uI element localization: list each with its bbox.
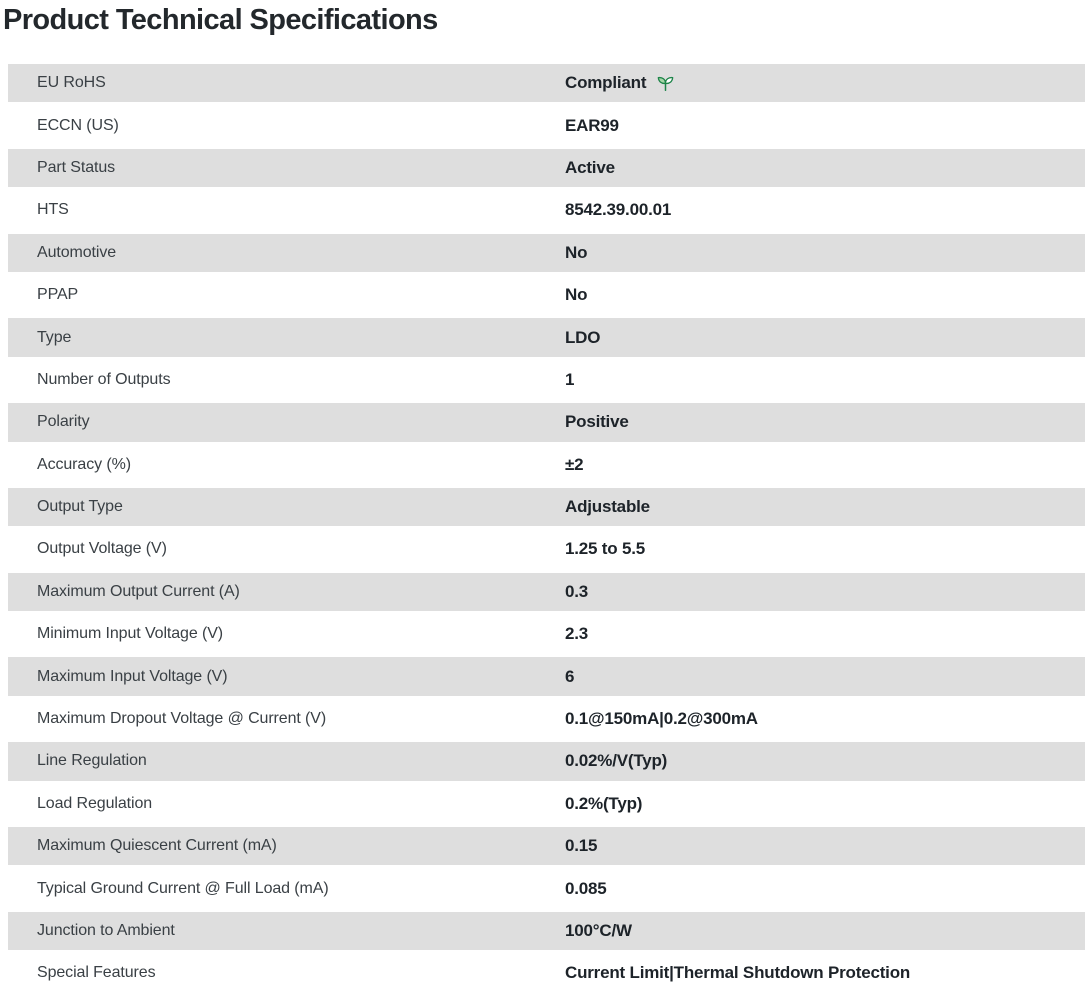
spec-label: Special Features: [37, 964, 156, 982]
spec-label: Typical Ground Current @ Full Load (mA): [37, 879, 329, 897]
spec-label: Load Regulation: [37, 794, 153, 812]
spec-label: Line Regulation: [37, 752, 147, 770]
spec-value: 1: [565, 370, 1085, 390]
spec-value-text: 1.25 to 5.5: [565, 539, 646, 559]
spec-row: Load Regulation 0.2%(Typ): [8, 782, 1085, 826]
spec-row: Typical Ground Current @ Full Load (mA) …: [8, 867, 1085, 910]
spec-value-text: 0.15: [565, 836, 598, 856]
page-title: Product Technical Specifications: [3, 4, 438, 36]
spec-value: 1.25 to 5.5: [565, 539, 1085, 559]
spec-value: 0.2%(Typ): [565, 794, 1085, 814]
spec-row: Minimum Input Voltage (V) 2.3: [8, 613, 1085, 656]
spec-row: HTS 8542.39.00.01: [8, 189, 1085, 232]
spec-value-text: 0.085: [565, 878, 607, 898]
spec-row: Output Type Adjustable: [8, 485, 1085, 529]
spec-row: Automotive No: [8, 231, 1085, 274]
spec-table: EU RoHS Compliant ECCN (US) EAR99 Part S…: [0, 62, 1085, 995]
spec-row: Part Status Active: [8, 146, 1085, 190]
spec-value-text: 2.3: [565, 624, 589, 644]
spec-value: No: [565, 285, 1085, 305]
spec-label: Maximum Output Current (A): [37, 582, 240, 600]
spec-value: 8542.39.00.01: [565, 200, 1085, 220]
spec-label: Minimum Input Voltage (V): [37, 625, 224, 643]
eco-leaf-icon: [655, 74, 676, 94]
spec-value-text: Current Limit|Thermal Shutdown Protectio…: [565, 963, 911, 983]
spec-label: Type: [37, 328, 72, 346]
spec-label: Maximum Input Voltage (V): [37, 667, 228, 685]
spec-label: Polarity: [37, 413, 90, 431]
spec-value-text: 1: [565, 369, 575, 389]
spec-label: PPAP: [37, 286, 79, 304]
spec-value: 0.02%/V(Typ): [565, 751, 1085, 771]
spec-value: Current Limit|Thermal Shutdown Protectio…: [565, 963, 1085, 983]
spec-value: Adjustable: [565, 497, 1085, 517]
spec-row: Number of Outputs 1: [8, 358, 1085, 402]
spec-value: 0.085: [565, 879, 1085, 899]
spec-row: Line Regulation 0.02%/V(Typ): [8, 740, 1085, 783]
spec-value: Active: [565, 158, 1085, 178]
spec-value-text: 0.02%/V(Typ): [565, 751, 668, 771]
spec-label: HTS: [37, 201, 69, 219]
spec-label: Junction to Ambient: [37, 922, 175, 939]
spec-row: Junction to Ambient 100°C/W: [8, 909, 1085, 953]
spec-row: Maximum Quiescent Current (mA) 0.15: [8, 825, 1085, 868]
spec-value-text: 0.3: [565, 581, 589, 601]
spec-value-text: 6: [565, 666, 575, 686]
spec-label: Automotive: [37, 243, 117, 261]
spec-value-text: 8542.39.00.01: [565, 200, 672, 220]
spec-label: Part Status: [37, 158, 116, 176]
spec-row: EU RoHS Compliant: [8, 62, 1085, 105]
spec-value: 0.3: [565, 582, 1085, 602]
spec-value-text: EAR99: [565, 115, 619, 135]
spec-value: No: [565, 243, 1085, 263]
spec-row: Output Voltage (V) 1.25 to 5.5: [8, 528, 1085, 571]
spec-label: Maximum Quiescent Current (mA): [37, 837, 277, 855]
spec-value: 0.1@150mA|0.2@300mA: [565, 709, 1085, 729]
spec-value-text: No: [565, 242, 588, 262]
spec-row: Polarity Positive: [8, 401, 1085, 444]
spec-value: EAR99: [565, 116, 1085, 136]
spec-value-text: 0.1@150mA|0.2@300mA: [565, 709, 758, 729]
spec-value: Compliant: [565, 73, 1085, 94]
spec-row: Maximum Output Current (A) 0.3: [8, 570, 1085, 614]
spec-label: ECCN (US): [37, 116, 119, 134]
spec-value: 6: [565, 667, 1085, 687]
spec-value-text: 0.2%(Typ): [565, 793, 643, 813]
spec-row: Accuracy (%) ±2: [8, 443, 1085, 486]
spec-value-text: Adjustable: [565, 497, 650, 517]
spec-row: PPAP No: [8, 273, 1085, 317]
spec-label: Output Voltage (V): [37, 540, 167, 558]
spec-label: Accuracy (%): [37, 455, 131, 473]
spec-label: Output Type: [37, 498, 123, 516]
spec-value: ±2: [565, 455, 1085, 475]
spec-label: Maximum Dropout Voltage @ Current (V): [37, 710, 327, 728]
spec-value-text: 100°C/W: [565, 921, 632, 940]
spec-value: 2.3: [565, 624, 1085, 644]
spec-row: Maximum Input Voltage (V) 6: [8, 655, 1085, 698]
spec-row: ECCN (US) EAR99: [8, 104, 1085, 147]
spec-row: Type LDO: [8, 316, 1085, 359]
spec-label: EU RoHS: [37, 74, 106, 92]
spec-value-text: LDO: [565, 327, 601, 347]
spec-value-text: Active: [565, 157, 615, 177]
spec-value-text: ±2: [565, 454, 584, 474]
spec-label: Number of Outputs: [37, 370, 171, 388]
spec-value: 0.15: [565, 836, 1085, 856]
spec-value-text: Positive: [565, 412, 629, 432]
spec-value: Positive: [565, 412, 1085, 432]
spec-value-text: No: [565, 285, 588, 305]
spec-value-text: Compliant: [565, 73, 647, 93]
spec-row: Maximum Dropout Voltage @ Current (V) 0.…: [8, 697, 1085, 741]
spec-value: LDO: [565, 328, 1085, 348]
spec-value: 100°C/W: [565, 921, 1085, 941]
spec-row: Special Features Current Limit|Thermal S…: [8, 952, 1085, 995]
